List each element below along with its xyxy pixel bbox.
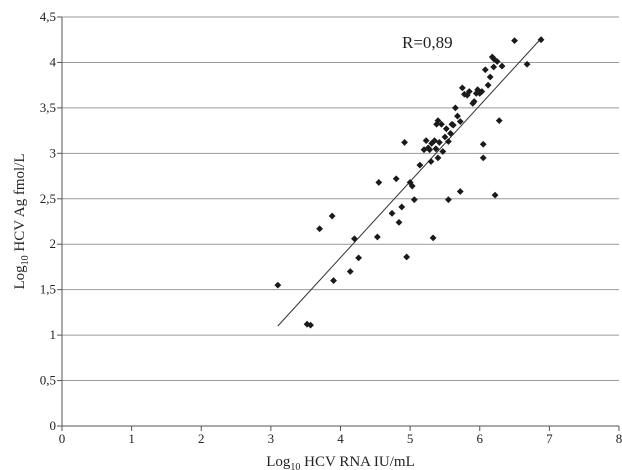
x-tick-label: 6: [477, 431, 484, 446]
data-point: [316, 225, 324, 233]
data-points: [274, 36, 545, 329]
data-point: [523, 60, 531, 68]
data-point: [447, 129, 454, 137]
data-point: [406, 179, 414, 186]
y-tick-label: 2,5: [40, 191, 56, 206]
x-tick-label: 2: [198, 431, 205, 446]
x-tick-label: 8: [616, 431, 622, 446]
x-tick-label: 4: [337, 431, 344, 446]
y-tick-label: 2: [50, 236, 57, 251]
x-tick-label: 3: [268, 431, 275, 446]
data-point: [403, 253, 411, 261]
data-point: [435, 139, 443, 146]
y-tick-labels: 0 0,5 1 1,5 2 2,5 3 3,5 4 4,5: [40, 9, 62, 433]
data-point: [465, 88, 473, 95]
y-tick-label: 4: [50, 54, 57, 69]
data-point: [456, 118, 464, 125]
data-point: [478, 88, 486, 95]
data-point: [328, 212, 336, 220]
data-point: [498, 62, 506, 70]
x-tick-labels: 0 1 2 3 4 5 6 7 8: [59, 426, 622, 446]
data-point: [307, 321, 314, 329]
data-point: [481, 66, 489, 74]
data-point: [479, 154, 487, 162]
x-axis-title-subscript: 10: [290, 462, 300, 470]
data-point: [493, 58, 501, 65]
data-point: [420, 146, 428, 154]
data-point: [410, 196, 418, 204]
data-point: [476, 89, 484, 97]
data-point: [429, 234, 437, 242]
data-point: [392, 175, 400, 183]
data-point: [458, 84, 466, 92]
x-tick-label: 1: [128, 431, 135, 446]
x-tick-label: 5: [407, 431, 414, 446]
y-axis-title-subscript: 10: [20, 255, 31, 265]
data-point: [355, 254, 363, 262]
data-point: [445, 138, 452, 145]
x-axis-title: Log10 HCV RNA IU/mL: [266, 454, 415, 470]
y-tick-label: 3: [50, 145, 57, 160]
x-axis-title-rest: HCV RNA IU/mL: [300, 454, 414, 470]
data-point: [346, 268, 354, 275]
data-point: [422, 137, 430, 145]
data-point: [434, 154, 442, 162]
data-point: [474, 86, 482, 94]
data-point: [432, 145, 440, 153]
data-point: [274, 281, 282, 289]
data-point: [537, 36, 545, 44]
data-point: [461, 90, 468, 98]
data-point: [451, 104, 459, 112]
grid-lines: [62, 16, 619, 382]
y-tick-label: 0: [50, 418, 57, 433]
data-point: [454, 112, 461, 120]
data-point: [441, 133, 449, 141]
data-point: [374, 233, 381, 241]
x-tick-label: 7: [546, 431, 553, 446]
correlation-annotation: R=0,89: [402, 33, 453, 52]
data-point: [470, 98, 478, 105]
x-tick-label: 0: [59, 431, 66, 446]
x-axis-title-prefix: Log: [266, 454, 291, 470]
y-tick-label: 0,5: [40, 373, 56, 388]
data-point: [408, 182, 416, 190]
data-point: [511, 37, 518, 45]
data-point: [479, 140, 487, 148]
data-point: [426, 146, 434, 154]
axes: [61, 17, 619, 427]
y-tick-label: 3,5: [40, 100, 56, 115]
data-point: [395, 219, 403, 226]
y-axis-title-rest: HCV Ag fmol/L: [12, 154, 28, 256]
data-point: [484, 81, 492, 89]
data-point: [486, 73, 494, 81]
data-point: [490, 63, 498, 71]
y-tick-label: 1,5: [40, 282, 56, 297]
data-point: [491, 191, 499, 199]
data-point: [388, 209, 396, 217]
data-point: [456, 188, 464, 195]
data-point: [416, 161, 424, 169]
data-point: [438, 120, 445, 128]
data-point: [330, 277, 337, 284]
y-tick-label: 4,5: [40, 9, 56, 24]
data-point: [398, 203, 406, 211]
y-tick-label: 1: [50, 327, 57, 342]
data-point: [375, 179, 383, 186]
data-point: [433, 120, 440, 128]
y-axis-title: Log10 HCV Ag fmol/L: [12, 154, 31, 290]
data-point: [401, 139, 408, 146]
data-point: [495, 117, 503, 125]
data-point: [445, 196, 452, 204]
data-point: [351, 235, 358, 243]
data-point: [449, 121, 457, 129]
data-point: [439, 148, 447, 155]
data-point: [427, 158, 435, 165]
data-point: [442, 125, 450, 133]
y-axis-title-prefix: Log: [12, 265, 28, 290]
